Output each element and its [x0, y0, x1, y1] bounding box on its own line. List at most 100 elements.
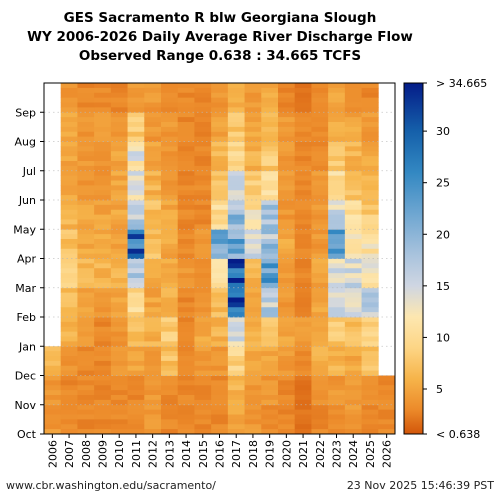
heatmap-cell	[361, 92, 379, 99]
heatmap-cell	[177, 312, 195, 318]
heatmap-cell	[311, 292, 329, 298]
heatmap-cell	[194, 219, 212, 225]
heatmap-cell	[77, 395, 95, 401]
heatmap-cell	[311, 243, 329, 250]
heatmap-cell	[110, 356, 128, 362]
heatmap-cell	[94, 409, 112, 415]
heatmap-cell	[177, 190, 195, 196]
heatmap-cell	[77, 165, 95, 172]
heatmap-cell	[194, 229, 212, 235]
heatmap-cell	[211, 161, 229, 167]
heatmap-cell	[144, 370, 162, 376]
heatmap-cell	[328, 107, 346, 113]
heatmap-cell	[278, 282, 296, 289]
heatmap-cell	[60, 414, 78, 420]
heatmap-cell	[244, 292, 262, 298]
footer-url: www.cbr.washington.edu/sacramento/	[6, 479, 216, 492]
heatmap-cell	[94, 263, 112, 269]
heatmap-cell	[344, 107, 362, 113]
heatmap-cell	[194, 278, 212, 284]
heatmap-cell	[77, 83, 95, 89]
heatmap-cell	[328, 214, 346, 220]
heatmap-cell	[294, 365, 312, 372]
heatmap-cell	[261, 317, 279, 323]
heatmap-cell	[328, 356, 346, 362]
heatmap-cell	[244, 375, 262, 381]
heatmap-cell	[211, 224, 229, 230]
heatmap-cell	[311, 102, 329, 108]
heatmap-cell	[144, 141, 162, 147]
heatmap-cell	[94, 424, 112, 430]
heatmap-cell	[94, 229, 112, 235]
heatmap-cell	[294, 424, 312, 430]
heatmap-cell	[177, 263, 195, 269]
heatmap-cell	[328, 429, 346, 435]
heatmap-cell	[311, 156, 329, 162]
heatmap-cell	[94, 360, 112, 367]
heatmap-cell	[144, 180, 162, 186]
heatmap-cell	[94, 131, 112, 138]
heatmap-cell	[344, 331, 362, 337]
heatmap-cell	[211, 312, 229, 318]
heatmap-cell	[227, 414, 245, 420]
heatmap-cell	[211, 419, 229, 425]
heatmap-cell	[77, 360, 95, 367]
heatmap-cell	[94, 234, 112, 240]
heatmap-cell	[278, 424, 296, 430]
heatmap-cell	[378, 424, 396, 430]
heatmap-cell	[278, 204, 296, 211]
heatmap-cell	[161, 146, 179, 152]
heatmap-cell	[177, 180, 195, 186]
heatmap-cell	[244, 117, 262, 123]
heatmap-cell	[60, 122, 78, 128]
heatmap-cell	[94, 341, 112, 347]
heatmap-cell	[144, 385, 162, 391]
heatmap-cell	[177, 141, 195, 147]
heatmap-cell	[244, 185, 262, 191]
heatmap-cell	[161, 156, 179, 162]
heatmap-cell	[344, 170, 362, 177]
heatmap-cell	[127, 419, 145, 425]
heatmap-cell	[361, 214, 379, 220]
heatmap-cell	[244, 204, 262, 211]
heatmap-cell	[127, 360, 145, 367]
heatmap-cell	[344, 92, 362, 99]
heatmap-cell	[77, 414, 95, 420]
heatmap-cell	[278, 161, 296, 167]
heatmap-cell	[294, 200, 312, 206]
heatmap-cell	[361, 165, 379, 172]
heatmap-cell	[311, 287, 329, 294]
heatmap-cell	[227, 234, 245, 240]
heatmap-cell	[144, 375, 162, 381]
heatmap-cell	[261, 399, 279, 406]
heatmap-cell	[77, 248, 95, 255]
heatmap-cell	[344, 409, 362, 415]
heatmap-cell	[94, 380, 112, 386]
heatmap-cell	[261, 229, 279, 235]
heatmap-cell	[110, 278, 128, 284]
heatmap-cell	[60, 341, 78, 347]
heatmap-cell	[244, 243, 262, 250]
heatmap-cell	[261, 365, 279, 372]
heatmap-cell	[278, 239, 296, 245]
heatmap-cell	[44, 375, 62, 381]
heatmap-cell	[361, 185, 379, 191]
x-tick-label: 2007	[63, 440, 76, 468]
heatmap-cell	[161, 365, 179, 372]
heatmap-cell	[60, 258, 78, 264]
x-tick-label: 2026	[381, 440, 394, 468]
heatmap-cell	[294, 429, 312, 435]
heatmap-cell	[328, 351, 346, 357]
heatmap-cell	[94, 161, 112, 167]
heatmap-cell	[294, 83, 312, 89]
heatmap-cell	[328, 112, 346, 118]
heatmap-cell	[94, 317, 112, 323]
heatmap-cell	[328, 346, 346, 352]
heatmap-cell	[344, 351, 362, 357]
heatmap-cell	[77, 107, 95, 113]
heatmap-cell	[194, 258, 212, 264]
heatmap-cell	[127, 190, 145, 196]
heatmap-cell	[161, 200, 179, 206]
heatmap-cell	[161, 263, 179, 269]
heatmap-cell	[311, 165, 329, 172]
